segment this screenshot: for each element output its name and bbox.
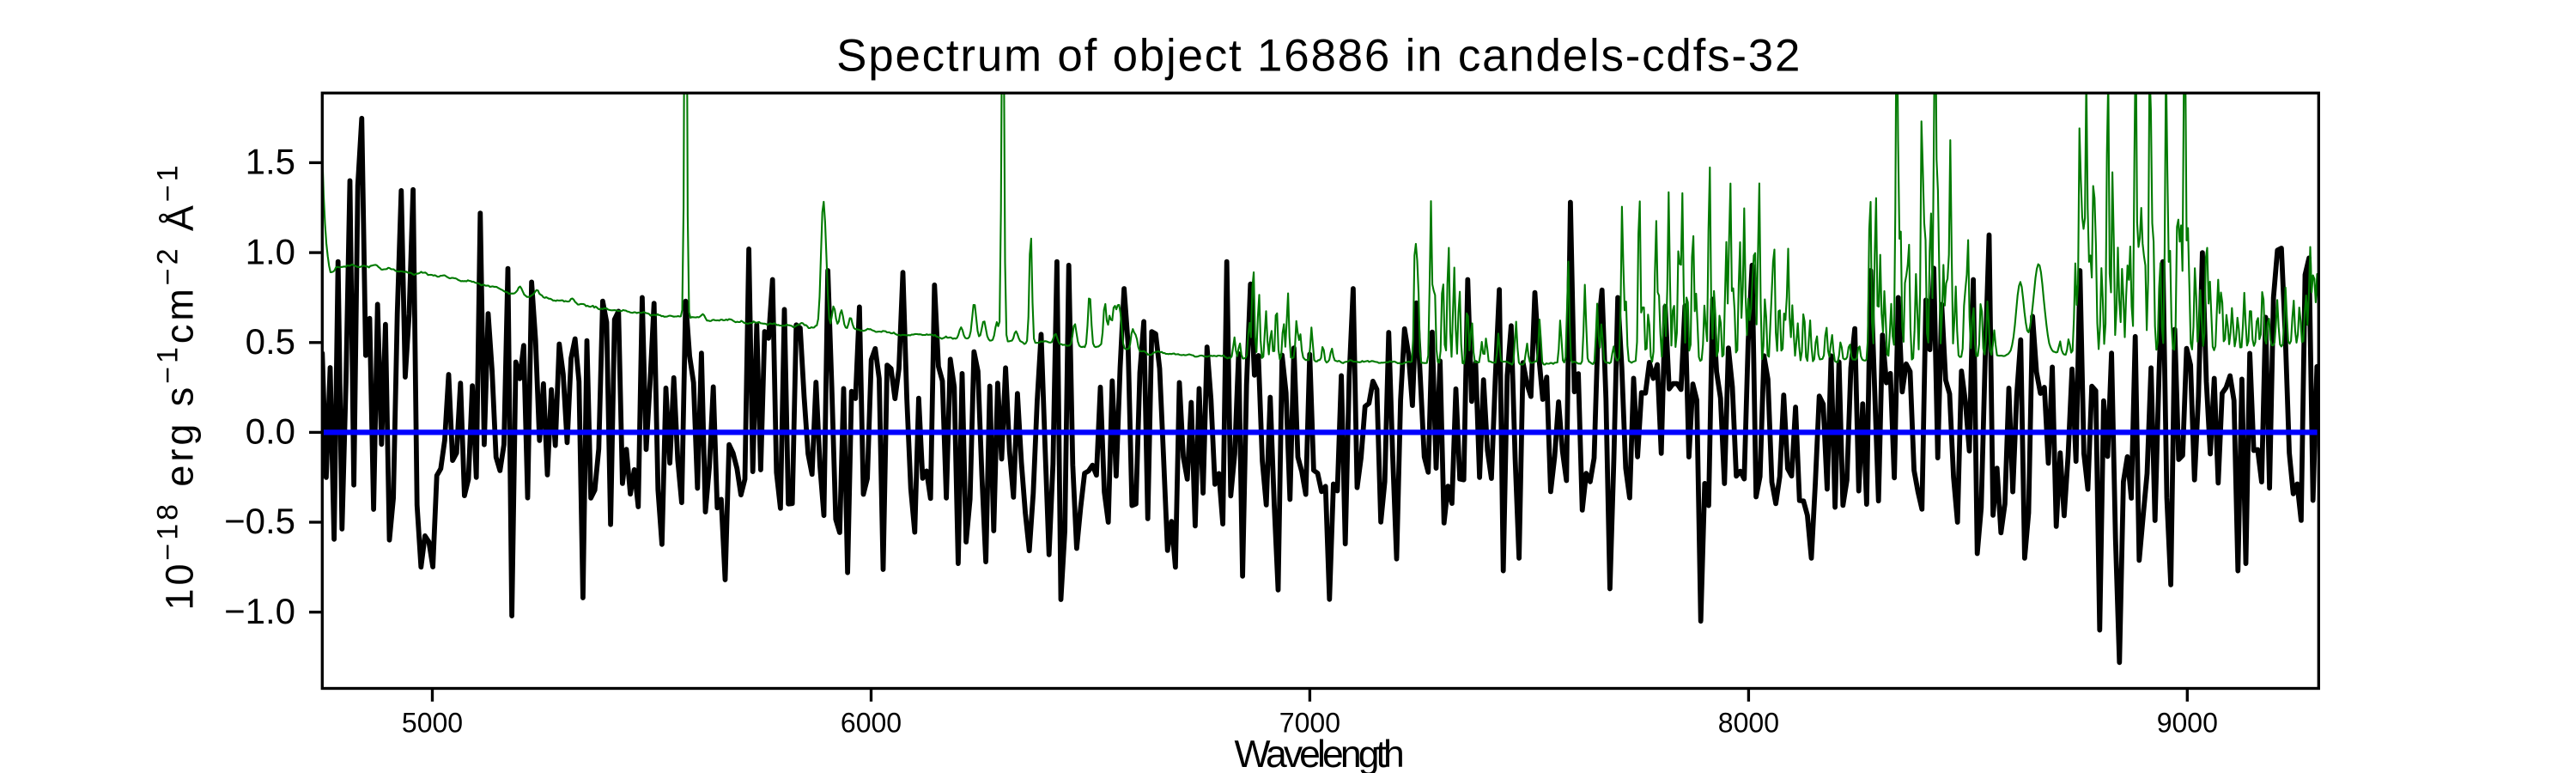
svg-text:0.0: 0.0 — [246, 411, 295, 452]
svg-text:5000: 5000 — [402, 707, 463, 738]
svg-text:Spectrum of object 16886 in ca: Spectrum of object 16886 in candels-cdfs… — [836, 30, 1801, 81]
svg-text:−0.5: −0.5 — [224, 501, 295, 541]
svg-text:7000: 7000 — [1279, 707, 1340, 738]
svg-text:Wavelength: Wavelength — [1235, 733, 1402, 773]
svg-text:1.0: 1.0 — [246, 231, 295, 271]
svg-text:9000: 9000 — [2157, 707, 2218, 738]
svg-text:1.5: 1.5 — [246, 142, 295, 182]
svg-text:8000: 8000 — [1718, 707, 1779, 738]
svg-text:10−18 erg s−1cm−2 Å−1: 10−18 erg s−1cm−2 Å−1 — [152, 161, 202, 610]
svg-text:0.5: 0.5 — [246, 321, 295, 362]
svg-text:−1.0: −1.0 — [224, 591, 295, 631]
svg-text:6000: 6000 — [841, 707, 902, 738]
